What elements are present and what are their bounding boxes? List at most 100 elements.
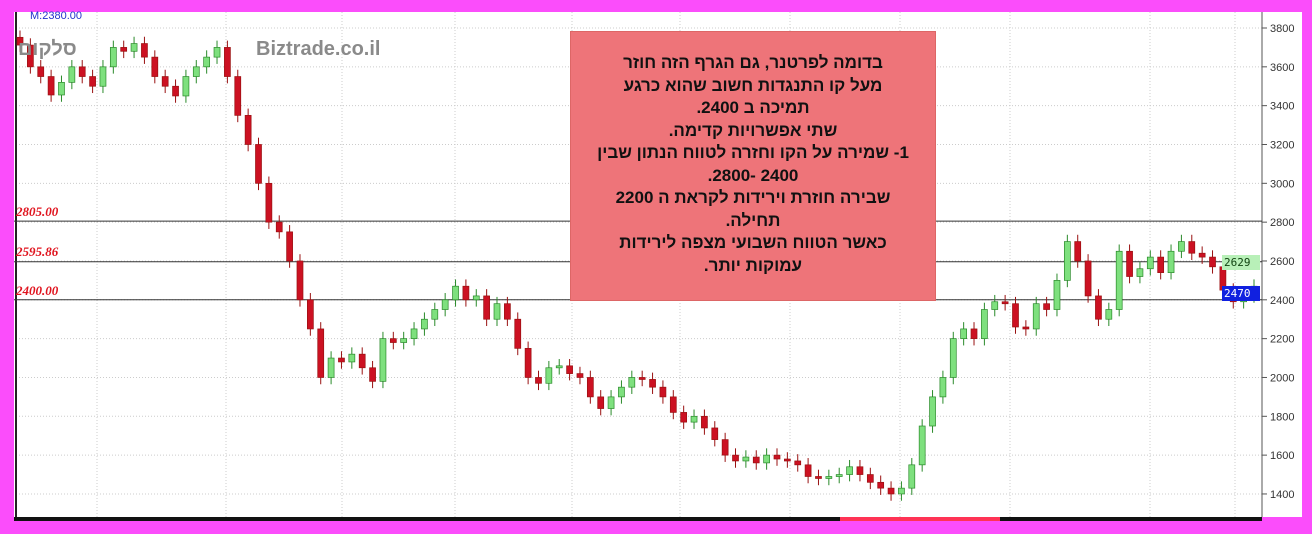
candle: [327, 357, 335, 378]
candle: [1032, 303, 1040, 330]
candle: [991, 301, 999, 310]
candle: [846, 466, 853, 475]
candle: [1209, 256, 1216, 268]
candle: [887, 487, 895, 495]
candle: [421, 318, 428, 330]
candle: [1178, 241, 1185, 252]
candle: [99, 66, 107, 87]
y-tick-label: 2800: [1270, 217, 1294, 229]
candle: [929, 396, 936, 427]
candle: [68, 66, 76, 83]
candle: [960, 328, 967, 339]
candle: [1198, 252, 1206, 258]
watermark-cellcom: סלקום: [18, 38, 77, 60]
note-line: תחילה.: [725, 210, 781, 230]
candle: [151, 56, 159, 77]
candle: [815, 476, 822, 479]
candle: [939, 377, 947, 398]
candle: [172, 85, 179, 97]
candle: [400, 338, 408, 343]
note-line: כאשר הטווח השבועי מצפה לירידות: [619, 233, 887, 252]
candle: [1001, 301, 1009, 305]
candle: [856, 466, 864, 475]
candle: [908, 464, 916, 489]
candle: [286, 231, 293, 262]
candle: [794, 460, 802, 466]
candle: [835, 474, 843, 477]
y-tick-label: 3000: [1270, 178, 1294, 190]
candle: [1095, 295, 1102, 320]
note-line: 1- שמירה על הקו וחזרה לטווח הנתון שבין: [597, 143, 909, 162]
candle: [898, 487, 905, 495]
candle: [825, 476, 833, 479]
candle: [763, 454, 770, 464]
candle: [296, 260, 304, 301]
candle: [16, 36, 24, 46]
candle: [78, 66, 86, 77]
candle: [514, 318, 522, 349]
candle: [1115, 250, 1123, 310]
candle: [732, 454, 739, 462]
candle: [597, 396, 605, 409]
candle: [524, 347, 532, 378]
candle: [141, 43, 148, 58]
candle: [1136, 268, 1144, 277]
note-line: שתי אפשרויות קדימה.: [668, 120, 838, 140]
time-axis-highlight: [840, 517, 1000, 521]
candle: [1146, 256, 1154, 270]
y-tick-label: 3200: [1270, 139, 1294, 151]
note-line: מעל קו התנגדות חשוב שהוא כרגע: [623, 75, 883, 95]
candle: [224, 47, 231, 77]
y-tick-label: 2000: [1270, 372, 1294, 384]
candle: [348, 353, 356, 363]
candle: [1043, 303, 1050, 310]
candle: [607, 396, 615, 409]
candle: [1063, 241, 1071, 281]
candle: [669, 396, 677, 413]
candle: [1053, 280, 1061, 310]
candle: [701, 415, 708, 429]
candle: [379, 338, 387, 382]
time-axis-bar: [14, 517, 1262, 521]
y-tick-label: 2400: [1270, 295, 1294, 307]
candle: [866, 474, 874, 483]
candle: [192, 66, 200, 77]
candle: [680, 412, 688, 423]
candle: [1157, 256, 1165, 273]
candle: [981, 309, 988, 339]
candle: [317, 328, 325, 378]
candle: [213, 47, 221, 58]
candle: [545, 367, 553, 384]
candle: [358, 353, 366, 369]
candlestick-chart: 1400 1600 1800 2000 2200 2400 2600 2800 3000 3200…: [14, 12, 1294, 517]
candle: [773, 454, 781, 460]
candle: [877, 481, 885, 489]
note-line: שבירה חוזרת וירידות לקראת ה 2200: [615, 188, 891, 207]
candle: [659, 386, 667, 398]
candle: [234, 76, 242, 116]
candle: [462, 285, 470, 301]
line-label-2595: 2595.86: [16, 244, 59, 259]
line-label-2400: 2400.00: [16, 283, 59, 298]
candle: [307, 299, 314, 330]
candle: [586, 377, 594, 398]
candle: [441, 299, 449, 310]
candle: [576, 373, 584, 378]
y-tick-label: 2200: [1270, 334, 1294, 346]
note-line: תמיכה ב 2400.: [696, 98, 810, 117]
candle: [649, 379, 656, 388]
candle: [275, 221, 283, 233]
y-tick-label: 2600: [1270, 256, 1294, 268]
candle: [752, 456, 760, 464]
candle: [1074, 241, 1082, 262]
candle: [130, 43, 138, 52]
candle: [1012, 303, 1019, 328]
y-tick-label: 3400: [1270, 101, 1294, 113]
candle: [555, 365, 563, 369]
annotation-note: בדומה לפרטנר, גם הגרף הזה חוזר מעל קו הת…: [570, 31, 936, 301]
candle: [203, 56, 211, 68]
candle: [784, 458, 791, 462]
candle: [255, 144, 262, 184]
candle: [431, 309, 439, 320]
candle: [618, 386, 625, 398]
